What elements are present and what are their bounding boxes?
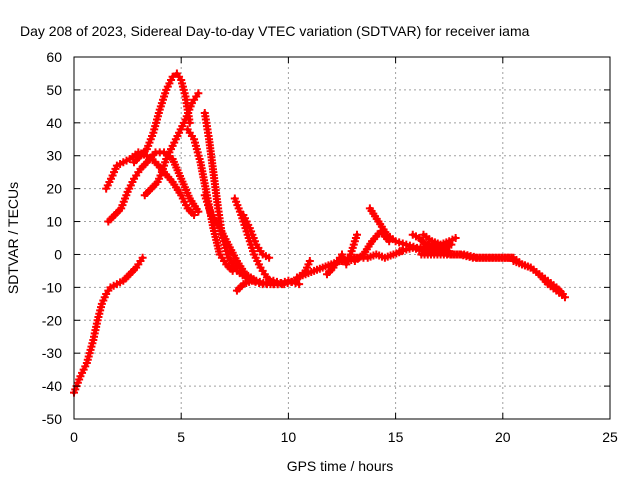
- y-tick-label: -40: [42, 378, 62, 394]
- y-tick-label: 60: [46, 49, 62, 65]
- y-tick-label: -20: [42, 312, 62, 328]
- data-point-marker: [138, 253, 147, 262]
- data-point-marker: [190, 210, 199, 219]
- tick-labels: 0 5 10 15 20 25 -50 -40 -30 -20 -10 0 10 20 30 40 50 60: [42, 49, 618, 445]
- axis-ticks: [73, 56, 611, 420]
- series-arc-21: [417, 250, 516, 262]
- series-arc-23: [509, 257, 567, 298]
- y-tick-label: 50: [46, 82, 62, 98]
- data-point-marker: [447, 240, 456, 249]
- y-tick-label: -10: [42, 279, 62, 295]
- y-tick-label: -50: [42, 411, 62, 427]
- y-tick-label: 30: [46, 148, 62, 164]
- x-axis-title: GPS time / hours: [287, 458, 394, 474]
- y-tick-label: 0: [54, 246, 62, 262]
- x-tick-label: 0: [70, 429, 78, 445]
- grid: [74, 57, 610, 419]
- x-tick-label: 20: [495, 429, 511, 445]
- data-point-marker: [194, 89, 203, 98]
- data-point-marker: [295, 280, 304, 289]
- data-point-marker: [305, 257, 314, 266]
- data-point-marker: [558, 289, 567, 298]
- data-point-marker: [353, 230, 362, 239]
- y-tick-label: -30: [42, 345, 62, 361]
- series-arc-3: [104, 148, 203, 226]
- x-tick-label: 15: [388, 429, 404, 445]
- x-tick-label: 10: [281, 429, 297, 445]
- y-tick-label: 20: [46, 181, 62, 197]
- data-point-marker: [265, 253, 274, 262]
- y-axis-title: SDTVAR / TECUs: [5, 182, 21, 294]
- plot-frame: [73, 56, 611, 420]
- series-arc-5: [140, 89, 203, 200]
- y-tick-label: 40: [46, 115, 62, 131]
- series-arc-10: [239, 210, 274, 262]
- chart-title: Day 208 of 2023, Sidereal Day-to-day VTE…: [20, 23, 530, 39]
- x-tick-label: 25: [602, 429, 618, 445]
- y-tick-label: 10: [46, 214, 62, 230]
- data-point-marker: [451, 234, 460, 242]
- series-layer: [70, 69, 569, 397]
- data-point-marker: [194, 207, 203, 216]
- series-arc-4: [130, 69, 194, 167]
- x-tick-label: 5: [177, 429, 185, 445]
